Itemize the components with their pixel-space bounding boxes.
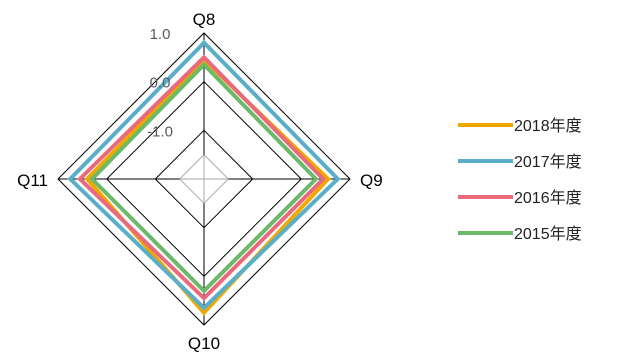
radar-series	[67, 39, 341, 316]
series-line	[89, 61, 319, 294]
legend-item: 2015年度	[458, 225, 582, 243]
axis-label-q10: Q10	[188, 334, 220, 352]
tick-label: 0.0	[150, 75, 171, 92]
axis-label-q9: Q9	[360, 171, 383, 190]
legend-label: 2017年度	[514, 153, 582, 171]
legend-label: 2015年度	[514, 225, 582, 243]
axis-label-q8: Q8	[193, 10, 216, 29]
tick-label: 1.0	[150, 26, 171, 43]
tick-label: -1.0	[147, 123, 173, 140]
series-line	[77, 54, 327, 302]
legend-label: 2016年度	[514, 189, 582, 207]
axis-labels: Q8 Q9 Q10 Q11	[17, 10, 383, 352]
legend-item: 2018年度	[458, 117, 582, 135]
axis-label-q11: Q11	[17, 171, 48, 190]
legend-item: 2017年度	[458, 153, 582, 171]
legend-label: 2018年度	[514, 117, 582, 135]
radar-grid	[57, 32, 351, 326]
legend-item: 2016年度	[458, 189, 582, 207]
series-line	[67, 39, 341, 311]
series-line	[84, 56, 331, 316]
radial-tick-labels: 1.0 0.0 -1.0	[147, 26, 173, 140]
legend: 2018年度 2017年度 2016年度 2015年度	[458, 117, 582, 243]
